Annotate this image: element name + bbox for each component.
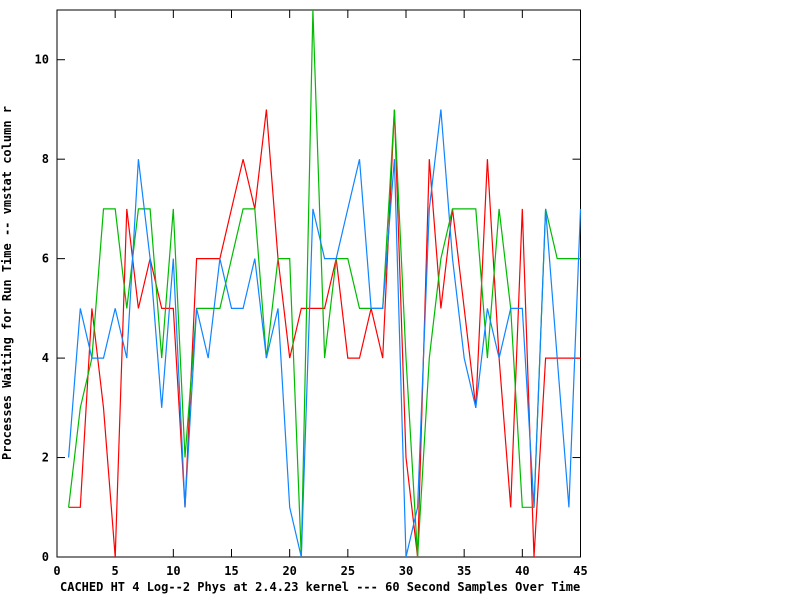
x-tick-label: 35 [457, 564, 471, 578]
x-tick-label: 45 [573, 564, 587, 578]
x-tick-label: 0 [53, 564, 60, 578]
x-tick-label: 25 [341, 564, 355, 578]
x-tick-label: 15 [224, 564, 238, 578]
series-green-line [68, 9, 581, 558]
y-tick-label: 6 [42, 252, 49, 266]
series-red-line [68, 109, 581, 558]
y-tick-label: 0 [42, 550, 49, 564]
x-tick-label: 30 [399, 564, 413, 578]
y-axis-label: Processes Waiting for Run Time -- vmstat… [0, 105, 14, 461]
y-tick-label: 2 [42, 451, 49, 465]
plot-border [56, 9, 581, 558]
x-tick-label: 10 [166, 564, 180, 578]
series-blue-line [68, 109, 582, 558]
y-tick-label: 10 [35, 53, 49, 67]
x-tick-label: 5 [112, 564, 119, 578]
x-axis-label: CACHED HT 4 Log--2 Phys at 2.4.23 kernel… [60, 580, 581, 594]
y-tick-label: 8 [42, 152, 49, 166]
x-tick-label: 20 [282, 564, 296, 578]
y-tick-label: 4 [42, 351, 49, 365]
x-tick-label: 40 [515, 564, 529, 578]
